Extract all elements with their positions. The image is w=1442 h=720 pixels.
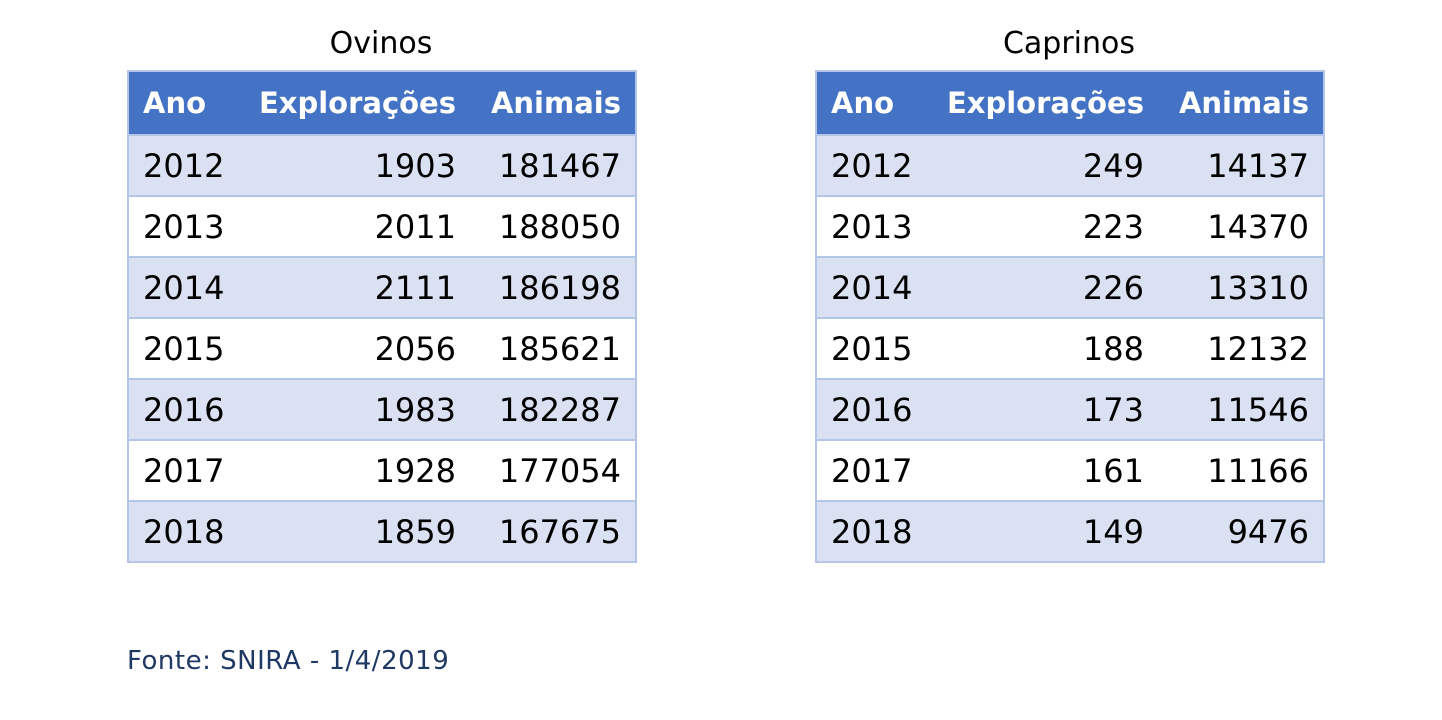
cell-ano: 2016 <box>128 378 236 440</box>
ovinos-table: Ano Explorações Animais 2012 1903 181467… <box>127 70 637 563</box>
ovinos-section: Ovinos Ano Explorações Animais 2012 1903… <box>127 18 637 563</box>
cell-exploracoes: 1928 <box>236 439 470 501</box>
cell-exploracoes: 2111 <box>236 256 470 318</box>
cell-ano: 2012 <box>816 134 924 196</box>
cell-exploracoes: 223 <box>924 195 1158 257</box>
cell-animais: 167675 <box>470 500 636 562</box>
caprinos-title: Caprinos <box>1002 26 1136 61</box>
cell-animais: 13310 <box>1158 256 1324 318</box>
table-row: 2013 2011 188050 <box>128 195 636 257</box>
table-row: 2016 173 11546 <box>816 378 1324 440</box>
cell-exploracoes: 188 <box>924 317 1158 379</box>
cell-exploracoes: 2011 <box>236 195 470 257</box>
cell-exploracoes: 173 <box>924 378 1158 440</box>
caprinos-header-animais: Animais <box>1158 71 1324 135</box>
cell-animais: 182287 <box>470 378 636 440</box>
cell-exploracoes: 149 <box>924 500 1158 562</box>
cell-animais: 12132 <box>1158 317 1324 379</box>
table-row: 2014 226 13310 <box>816 256 1324 318</box>
cell-animais: 186198 <box>470 256 636 318</box>
table-row: 2015 188 12132 <box>816 317 1324 379</box>
cell-animais: 185621 <box>470 317 636 379</box>
cell-exploracoes: 1903 <box>236 134 470 196</box>
cell-ano: 2012 <box>128 134 236 196</box>
cell-ano: 2013 <box>128 195 236 257</box>
ovinos-header-row: Ano Explorações Animais <box>128 71 636 135</box>
caprinos-header-row: Ano Explorações Animais <box>816 71 1324 135</box>
cell-animais: 188050 <box>470 195 636 257</box>
caprinos-table: Ano Explorações Animais 2012 249 14137 2… <box>815 70 1325 563</box>
table-row: 2016 1983 182287 <box>128 378 636 440</box>
cell-ano: 2015 <box>128 317 236 379</box>
cell-exploracoes: 249 <box>924 134 1158 196</box>
caprinos-section: Caprinos Ano Explorações Animais 2012 24… <box>815 18 1325 563</box>
ovinos-header-exploracoes: Explorações <box>236 71 470 135</box>
table-row: 2018 1859 167675 <box>128 500 636 562</box>
cell-ano: 2014 <box>128 256 236 318</box>
cell-ano: 2015 <box>816 317 924 379</box>
cell-exploracoes: 1983 <box>236 378 470 440</box>
cell-exploracoes: 226 <box>924 256 1158 318</box>
table-row: 2012 249 14137 <box>816 134 1324 196</box>
ovinos-title: Ovinos <box>329 26 433 61</box>
source-note: Fonte: SNIRA - 1/4/2019 <box>127 646 450 676</box>
cell-exploracoes: 2056 <box>236 317 470 379</box>
cell-animais: 14370 <box>1158 195 1324 257</box>
table-row: 2014 2111 186198 <box>128 256 636 318</box>
table-row: 2017 1928 177054 <box>128 439 636 501</box>
cell-animais: 11166 <box>1158 439 1324 501</box>
table-row: 2015 2056 185621 <box>128 317 636 379</box>
cell-ano: 2014 <box>816 256 924 318</box>
caprinos-header-exploracoes: Explorações <box>924 71 1158 135</box>
table-row: 2017 161 11166 <box>816 439 1324 501</box>
cell-ano: 2013 <box>816 195 924 257</box>
cell-animais: 14137 <box>1158 134 1324 196</box>
cell-ano: 2016 <box>816 378 924 440</box>
cell-animais: 181467 <box>470 134 636 196</box>
cell-ano: 2017 <box>128 439 236 501</box>
caprinos-header-ano: Ano <box>816 71 924 135</box>
table-row: 2013 223 14370 <box>816 195 1324 257</box>
cell-exploracoes: 161 <box>924 439 1158 501</box>
cell-ano: 2017 <box>816 439 924 501</box>
cell-animais: 9476 <box>1158 500 1324 562</box>
cell-ano: 2018 <box>816 500 924 562</box>
cell-ano: 2018 <box>128 500 236 562</box>
cell-animais: 11546 <box>1158 378 1324 440</box>
table-row: 2018 149 9476 <box>816 500 1324 562</box>
table-row: 2012 1903 181467 <box>128 134 636 196</box>
cell-exploracoes: 1859 <box>236 500 470 562</box>
cell-animais: 177054 <box>470 439 636 501</box>
ovinos-header-ano: Ano <box>128 71 236 135</box>
ovinos-header-animais: Animais <box>470 71 636 135</box>
